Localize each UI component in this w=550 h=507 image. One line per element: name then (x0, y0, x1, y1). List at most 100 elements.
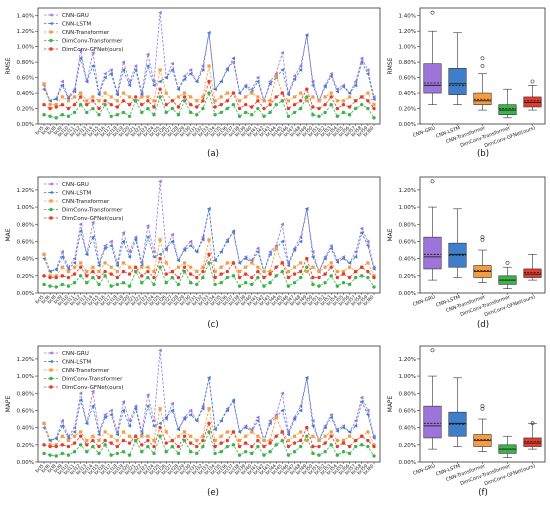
data-point (49, 359, 53, 364)
data-point (54, 454, 58, 458)
data-point (329, 443, 333, 447)
data-point (42, 421, 46, 425)
data-point (244, 434, 248, 438)
data-point (109, 95, 113, 99)
data-point (225, 438, 230, 443)
data-point (268, 81, 272, 86)
data-point (195, 451, 199, 456)
legend-label: DimConv-Transformer (62, 208, 123, 214)
data-point (97, 269, 101, 274)
data-point (311, 282, 315, 287)
data-point (305, 99, 309, 103)
data-point (286, 99, 291, 103)
data-point (115, 444, 120, 449)
data-point (255, 415, 260, 420)
data-point (78, 274, 83, 278)
data-point (133, 434, 138, 438)
data-point (353, 418, 358, 423)
data-point (66, 444, 71, 449)
data-point (243, 85, 248, 89)
data-point (219, 441, 223, 445)
data-point (311, 451, 315, 456)
data-point (145, 52, 150, 57)
y-tick-label: 0.80% (17, 391, 34, 397)
x-tick-label: bcl6 (40, 125, 51, 136)
data-point (152, 113, 156, 117)
data-point (255, 249, 260, 254)
data-point (140, 449, 144, 454)
panel-label: (a) (207, 149, 219, 159)
data-point (42, 274, 46, 278)
data-point (219, 272, 223, 276)
y-axis-label: RMSE (387, 57, 394, 74)
data-point (140, 280, 144, 285)
data-point (256, 95, 260, 99)
data-point (140, 265, 144, 269)
data-point (127, 284, 132, 288)
data-point (103, 71, 107, 76)
data-point (231, 261, 236, 265)
data-point (329, 102, 333, 107)
data-point (366, 438, 370, 443)
data-point (299, 430, 303, 434)
box-outlier (480, 56, 485, 61)
data-point (347, 444, 352, 449)
data-point (231, 56, 236, 61)
data-point (121, 68, 126, 72)
data-point (90, 235, 95, 239)
data-point (360, 95, 364, 99)
data-point (268, 102, 272, 107)
data-point (311, 105, 315, 109)
data-point (49, 47, 53, 51)
data-point (109, 71, 113, 76)
data-point (140, 95, 144, 99)
data-point (225, 261, 229, 265)
y-tick-label: 1.20% (17, 29, 34, 35)
data-point (347, 113, 352, 117)
data-point (237, 430, 242, 434)
data-point (97, 444, 101, 449)
data-point (335, 275, 340, 280)
data-point (158, 256, 162, 261)
data-point (146, 444, 150, 449)
box-body (523, 268, 542, 278)
data-point (372, 275, 376, 280)
data-point (323, 441, 327, 445)
data-point (48, 453, 52, 457)
data-point (91, 106, 95, 111)
box-outlier (480, 404, 485, 409)
data-point (127, 265, 132, 269)
data-point (66, 99, 71, 103)
data-point (170, 61, 174, 66)
data-point (164, 75, 168, 80)
data-point (280, 51, 284, 55)
data-point (78, 229, 83, 233)
y-tick-label: 1.20% (17, 357, 34, 363)
data-point (103, 91, 107, 95)
data-point (115, 263, 119, 268)
data-point (85, 110, 89, 115)
data-point (372, 444, 376, 449)
data-point (213, 275, 217, 280)
data-point (341, 110, 346, 115)
data-point (304, 206, 309, 211)
data-point (219, 265, 223, 269)
data-point (91, 265, 95, 269)
data-point (201, 444, 205, 449)
data-point (372, 274, 376, 278)
data-point (121, 430, 126, 434)
data-point (146, 438, 150, 443)
data-point (335, 106, 340, 111)
data-point (176, 113, 181, 117)
data-point (213, 269, 217, 274)
data-point (243, 449, 248, 454)
data-point (268, 272, 272, 276)
data-point (176, 87, 181, 91)
data-point (49, 182, 53, 186)
data-point (115, 438, 119, 443)
data-point (207, 79, 211, 84)
data-point (152, 282, 156, 287)
data-point (133, 265, 138, 269)
data-point (152, 269, 156, 274)
y-axis-label: MAE (5, 228, 12, 241)
